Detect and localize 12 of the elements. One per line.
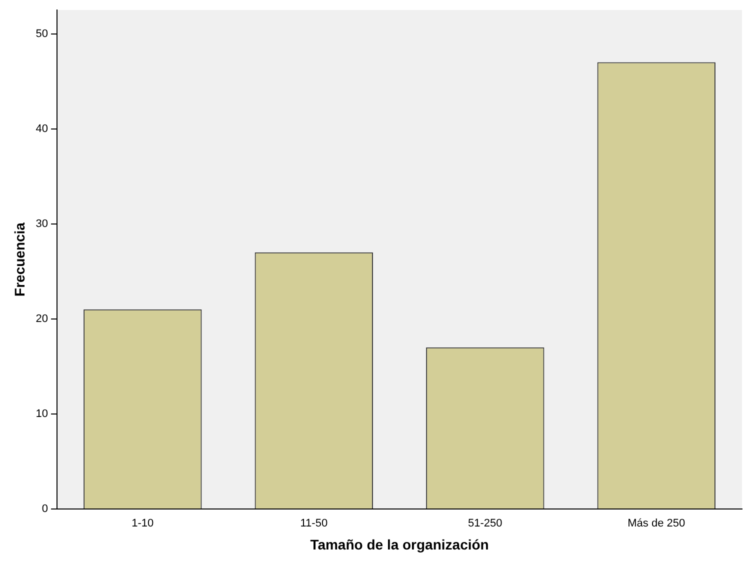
- y-tick-label: 0: [42, 503, 48, 516]
- x-tick-label: 11-50: [300, 518, 328, 530]
- x-tick-label: 51-250: [468, 518, 502, 530]
- y-tick-label: 50: [36, 28, 48, 40]
- x-tick-label: 1-10: [132, 518, 154, 530]
- x-tick-label: Más de 250: [628, 518, 686, 530]
- y-axis-title: Frecuencia: [11, 222, 28, 296]
- y-tick-label: 30: [36, 218, 48, 230]
- y-tick-label: 20: [36, 312, 48, 325]
- y-tick-label: 10: [36, 408, 48, 420]
- y-tick-label: 40: [36, 122, 48, 135]
- x-axis-title: Tamaño de la organización: [310, 536, 489, 552]
